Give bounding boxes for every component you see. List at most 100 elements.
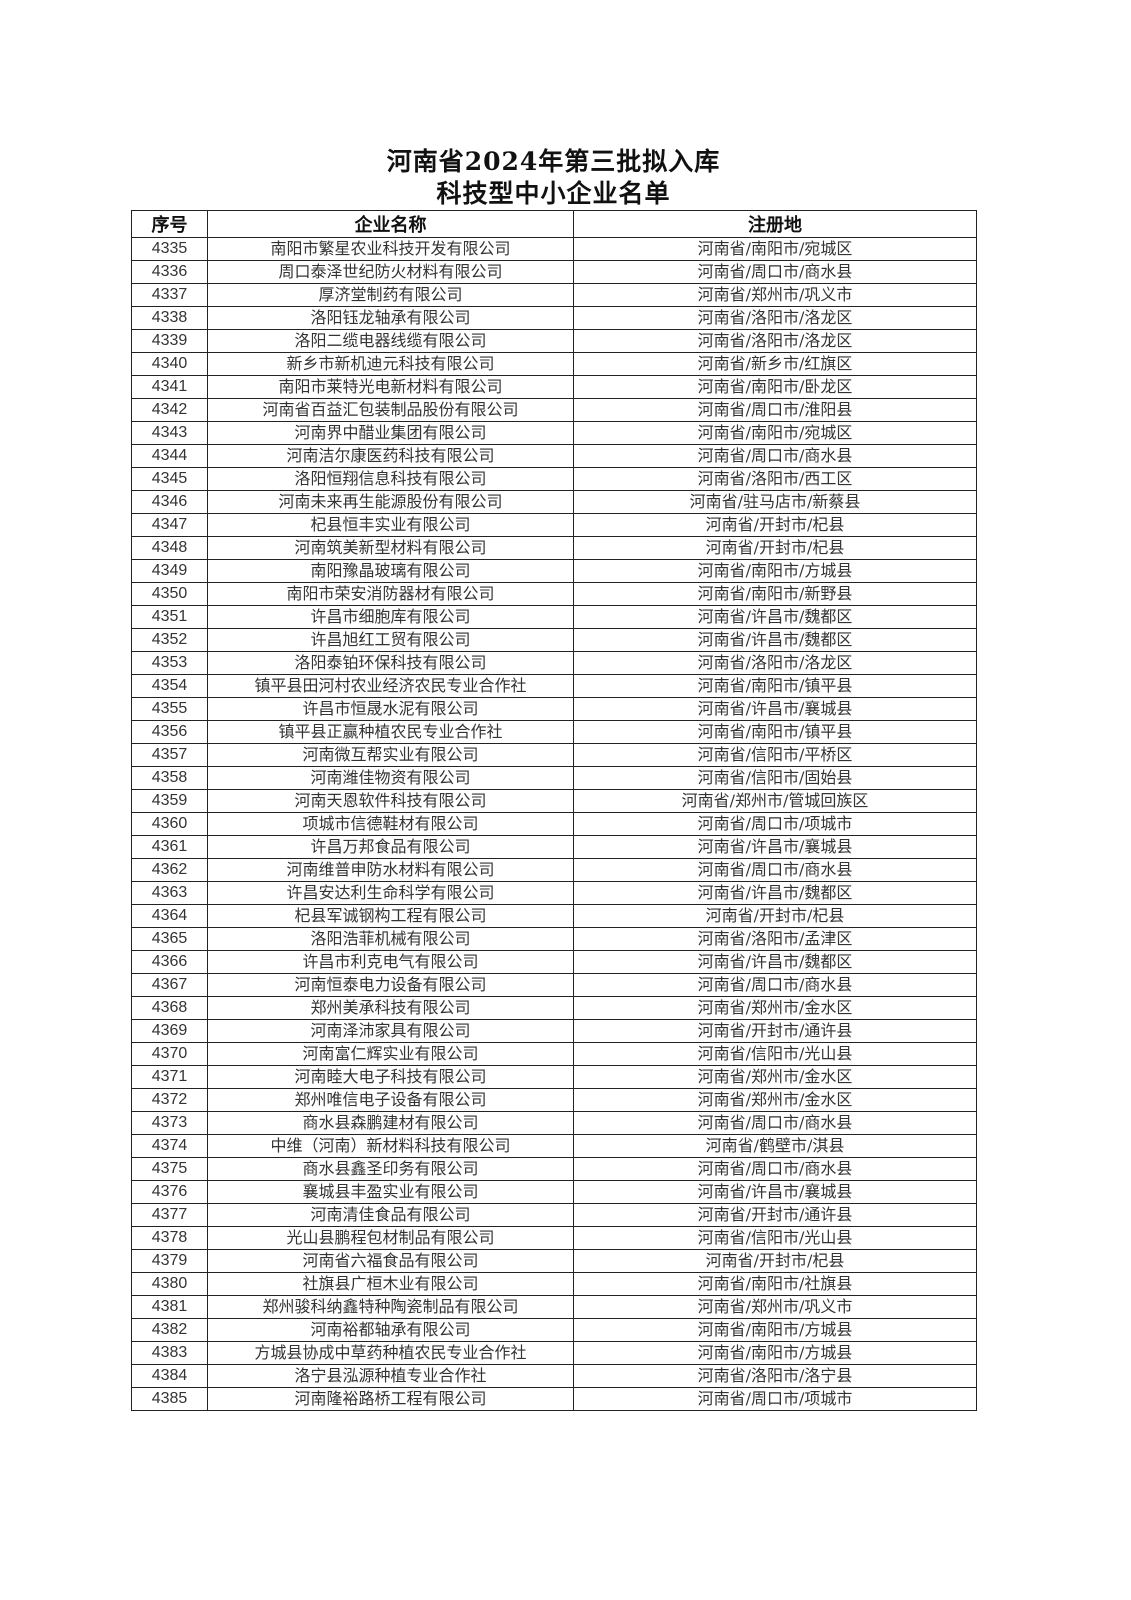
company-name-cell: 厚济堂制药有限公司 (207, 283, 574, 307)
company-name-cell: 许昌市细胞库有限公司 (207, 605, 574, 629)
enterprise-list-table: 序号 企业名称 注册地 4335 南阳市繁星农业科技开发有限公司 河南省/南阳市/宛… (131, 210, 977, 1411)
serial-number-cell: 4378 (131, 1226, 208, 1250)
company-name-cell: 许昌市利克电气有限公司 (207, 950, 574, 974)
registered-location-cell: 河南省/周口市/商水县 (573, 1111, 977, 1135)
company-name-cell: 洛阳钰龙轴承有限公司 (207, 306, 574, 330)
registered-location-cell: 河南省/周口市/商水县 (573, 260, 977, 284)
table-row: 4350 南阳市荣安消防器材有限公司 河南省/南阳市/新野县 (131, 582, 977, 606)
registered-location-cell: 河南省/南阳市/方城县 (573, 1341, 977, 1365)
serial-number-cell: 4365 (131, 927, 208, 951)
registered-location-cell: 河南省/周口市/商水县 (573, 1157, 977, 1181)
serial-number-cell: 4342 (131, 398, 208, 422)
registered-location-cell: 河南省/南阳市/宛城区 (573, 421, 977, 445)
serial-number-cell: 4385 (131, 1387, 208, 1411)
table-row: 4337 厚济堂制药有限公司 河南省/郑州市/巩义市 (131, 283, 977, 307)
serial-number-cell: 4355 (131, 697, 208, 721)
document-title-line-2: 科技型中小企业名单 (436, 179, 671, 208)
table-row: 4384 洛宁县泓源种植专业合作社 河南省/洛阳市/洛宁县 (131, 1364, 977, 1388)
company-name-cell: 商水县森鹏建材有限公司 (207, 1111, 574, 1135)
table-row: 4382 河南裕都轴承有限公司 河南省/南阳市/方城县 (131, 1318, 977, 1342)
serial-number-cell: 4373 (131, 1111, 208, 1135)
table-row: 4354 镇平县田河村农业经济农民专业合作社 河南省/南阳市/镇平县 (131, 674, 977, 698)
table-row: 4360 项城市信德鞋材有限公司 河南省/周口市/项城市 (131, 812, 977, 836)
registered-location-cell: 河南省/许昌市/魏都区 (573, 605, 977, 629)
header-company-name: 企业名称 (207, 210, 574, 238)
table-row: 4359 河南天恩软件科技有限公司 河南省/郑州市/管城回族区 (131, 789, 977, 813)
registered-location-cell: 河南省/南阳市/新野县 (573, 582, 977, 606)
serial-number-cell: 4343 (131, 421, 208, 445)
table-row: 4341 南阳市莱特光电新材料有限公司 河南省/南阳市/卧龙区 (131, 375, 977, 399)
registered-location-cell: 河南省/开封市/杞县 (573, 904, 977, 928)
company-name-cell: 杞县恒丰实业有限公司 (207, 513, 574, 537)
header-registered-location: 注册地 (573, 210, 977, 238)
serial-number-cell: 4367 (131, 973, 208, 997)
company-name-cell: 郑州骏科纳鑫特种陶瓷制品有限公司 (207, 1295, 574, 1319)
registered-location-cell: 河南省/南阳市/镇平县 (573, 674, 977, 698)
company-name-cell: 镇平县正赢种植农民专业合作社 (207, 720, 574, 744)
registered-location-cell: 河南省/开封市/杞县 (573, 536, 977, 560)
serial-number-cell: 4345 (131, 467, 208, 491)
serial-number-cell: 4361 (131, 835, 208, 859)
table-row: 4355 许昌市恒晟水泥有限公司 河南省/许昌市/襄城县 (131, 697, 977, 721)
table-row: 4352 许昌旭红工贸有限公司 河南省/许昌市/魏都区 (131, 628, 977, 652)
serial-number-cell: 4369 (131, 1019, 208, 1043)
serial-number-cell: 4370 (131, 1042, 208, 1066)
registered-location-cell: 河南省/周口市/项城市 (573, 1387, 977, 1411)
table-row: 4374 中维（河南）新材料科技有限公司 河南省/鹤壁市/淇县 (131, 1134, 977, 1158)
table-row: 4378 光山县鹏程包材制品有限公司 河南省/信阳市/光山县 (131, 1226, 977, 1250)
table-row: 4367 河南恒泰电力设备有限公司 河南省/周口市/商水县 (131, 973, 977, 997)
registered-location-cell: 河南省/信阳市/光山县 (573, 1042, 977, 1066)
registered-location-cell: 河南省/洛阳市/西工区 (573, 467, 977, 491)
serial-number-cell: 4368 (131, 996, 208, 1020)
serial-number-cell: 4347 (131, 513, 208, 537)
table-row: 4368 郑州美承科技有限公司 河南省/郑州市/金水区 (131, 996, 977, 1020)
company-name-cell: 南阳市莱特光电新材料有限公司 (207, 375, 574, 399)
table-row: 4366 许昌市利克电气有限公司 河南省/许昌市/魏都区 (131, 950, 977, 974)
company-name-cell: 河南洁尔康医药科技有限公司 (207, 444, 574, 468)
serial-number-cell: 4366 (131, 950, 208, 974)
company-name-cell: 中维（河南）新材料科技有限公司 (207, 1134, 574, 1158)
company-name-cell: 河南未来再生能源股份有限公司 (207, 490, 574, 514)
table-row: 4363 许昌安达利生命科学有限公司 河南省/许昌市/魏都区 (131, 881, 977, 905)
company-name-cell: 河南天恩软件科技有限公司 (207, 789, 574, 813)
company-name-cell: 河南清佳食品有限公司 (207, 1203, 574, 1227)
serial-number-cell: 4351 (131, 605, 208, 629)
table-row: 4383 方城县协成中草药种植农民专业合作社 河南省/南阳市/方城县 (131, 1341, 977, 1365)
registered-location-cell: 河南省/南阳市/镇平县 (573, 720, 977, 744)
table-row: 4340 新乡市新机迪元科技有限公司 河南省/新乡市/红旗区 (131, 352, 977, 376)
serial-number-cell: 4359 (131, 789, 208, 813)
serial-number-cell: 4349 (131, 559, 208, 583)
company-name-cell: 周口泰泽世纪防火材料有限公司 (207, 260, 574, 284)
serial-number-cell: 4356 (131, 720, 208, 744)
registered-location-cell: 河南省/周口市/项城市 (573, 812, 977, 836)
table-row: 4377 河南清佳食品有限公司 河南省/开封市/通许县 (131, 1203, 977, 1227)
registered-location-cell: 河南省/南阳市/卧龙区 (573, 375, 977, 399)
serial-number-cell: 4363 (131, 881, 208, 905)
serial-number-cell: 4377 (131, 1203, 208, 1227)
registered-location-cell: 河南省/周口市/淮阳县 (573, 398, 977, 422)
company-name-cell: 杞县军诚钢构工程有限公司 (207, 904, 574, 928)
table-header-row: 序号 企业名称 注册地 (131, 210, 977, 238)
company-name-cell: 许昌万邦食品有限公司 (207, 835, 574, 859)
registered-location-cell: 河南省/郑州市/金水区 (573, 1065, 977, 1089)
table-row: 4342 河南省百益汇包装制品股份有限公司 河南省/周口市/淮阳县 (131, 398, 977, 422)
table-row: 4379 河南省六福食品有限公司 河南省/开封市/杞县 (131, 1249, 977, 1273)
serial-number-cell: 4338 (131, 306, 208, 330)
table-row: 4335 南阳市繁星农业科技开发有限公司 河南省/南阳市/宛城区 (131, 237, 977, 261)
company-name-cell: 南阳市繁星农业科技开发有限公司 (207, 237, 574, 261)
table-row: 4336 周口泰泽世纪防火材料有限公司 河南省/周口市/商水县 (131, 260, 977, 284)
table-row: 4339 洛阳二缆电器线缆有限公司 河南省/洛阳市/洛龙区 (131, 329, 977, 353)
table-row: 4362 河南维普申防水材料有限公司 河南省/周口市/商水县 (131, 858, 977, 882)
company-name-cell: 河南维普申防水材料有限公司 (207, 858, 574, 882)
registered-location-cell: 河南省/南阳市/宛城区 (573, 237, 977, 261)
table-row: 4375 商水县鑫圣印务有限公司 河南省/周口市/商水县 (131, 1157, 977, 1181)
registered-location-cell: 河南省/许昌市/魏都区 (573, 950, 977, 974)
serial-number-cell: 4374 (131, 1134, 208, 1158)
registered-location-cell: 河南省/信阳市/平桥区 (573, 743, 977, 767)
company-name-cell: 河南泽沛家具有限公司 (207, 1019, 574, 1043)
registered-location-cell: 河南省/信阳市/光山县 (573, 1226, 977, 1250)
registered-location-cell: 河南省/新乡市/红旗区 (573, 352, 977, 376)
serial-number-cell: 4381 (131, 1295, 208, 1319)
serial-number-cell: 4353 (131, 651, 208, 675)
company-name-cell: 河南睦大电子科技有限公司 (207, 1065, 574, 1089)
